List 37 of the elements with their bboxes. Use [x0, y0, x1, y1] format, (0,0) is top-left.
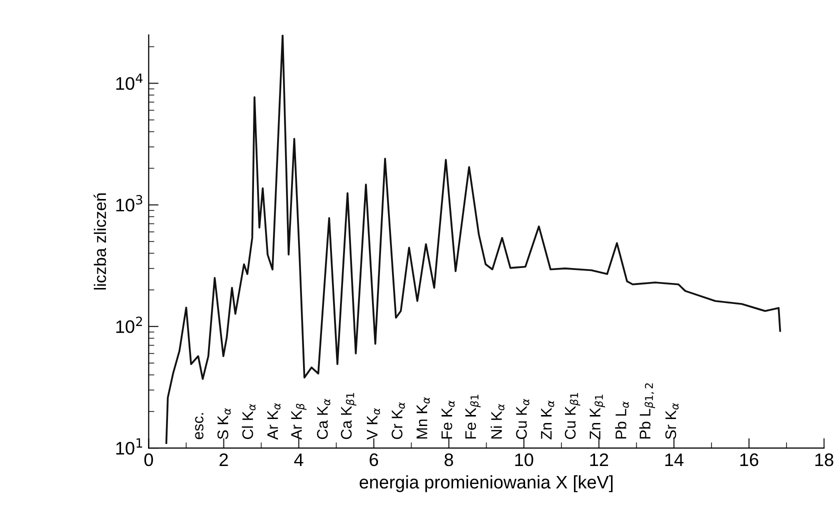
x-tick-label: 10 [515, 453, 534, 466]
annotation: Ar K$_{α}$ [267, 403, 281, 440]
annotation: Fe K$_{β1}$ [465, 394, 481, 439]
annotation: Sr K$_{α}$ [665, 403, 679, 440]
annotation: Zn K$_{α}$ [541, 400, 554, 440]
x-tick-label: 2 [220, 453, 228, 466]
x-tick-label: 0 [144, 453, 153, 466]
annotation: Cr K$_{α}$ [392, 402, 405, 440]
x-axis-title: energia promieniowania X [keV] [360, 475, 613, 492]
line-series [165, 34, 782, 444]
y-tick-label: 10$^{1}$ [116, 438, 142, 455]
annotation: Fe K$_{α}$ [442, 400, 455, 439]
y-tick-label: 10$^{3}$ [116, 195, 142, 212]
annotation: Pb L$_{α}$ [615, 401, 629, 439]
annotation: S K$_{α}$ [217, 408, 231, 440]
annotation: Cu K$_{β1}$ [564, 393, 580, 440]
x-tick-label: 6 [370, 453, 378, 466]
annotation: Cu K$_{α}$ [516, 398, 530, 440]
annotation: esc. [195, 413, 204, 440]
annotation: Mn K$_{α}$ [416, 397, 430, 439]
y-tick-label: 10$^{2}$ [116, 316, 142, 334]
x-tick-label: 14 [665, 454, 684, 466]
annotation: Ca K$_{α}$ [316, 398, 330, 440]
x-tick-label: 18 [815, 453, 834, 466]
y-tick-label: 10$^{4}$ [116, 74, 143, 90]
y-axis-title: liczba zliczeń [94, 193, 106, 290]
x-tick-label: 4 [294, 454, 304, 466]
annotation: V K$_{α}$ [366, 408, 380, 440]
x-tick-label: 8 [444, 453, 454, 466]
annotation: Ni K$_{α}$ [490, 404, 504, 439]
annotation: Ca K$_{β1}$ [340, 393, 356, 440]
annotation: Pb L$_{β1,2}$ [639, 383, 656, 439]
annotation: Ar K$_{β}$ [291, 404, 306, 440]
x-tick-label: 12 [590, 453, 608, 466]
x-tick-label: 16 [740, 453, 758, 466]
annotation: Zn K$_{β1}$ [590, 394, 606, 440]
annotation: Cl K$_{α}$ [242, 404, 256, 440]
